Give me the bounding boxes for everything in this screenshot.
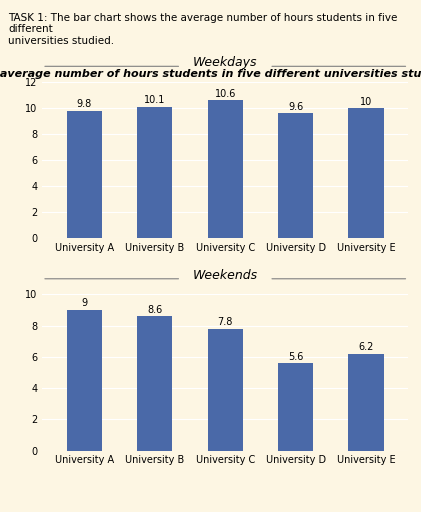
Text: 10.1: 10.1 <box>144 95 165 105</box>
Text: 8.6: 8.6 <box>147 305 163 315</box>
Text: The average number of hours students in five different universities studied: The average number of hours students in … <box>0 69 421 79</box>
Bar <box>349 354 384 451</box>
Text: 5.6: 5.6 <box>288 352 304 361</box>
Bar <box>278 363 313 451</box>
Text: Weekdays: Weekdays <box>193 56 258 70</box>
Bar <box>137 106 173 238</box>
Text: Weekends: Weekends <box>193 269 258 282</box>
Bar <box>349 108 384 238</box>
Text: 9: 9 <box>81 298 88 308</box>
Bar <box>137 316 173 451</box>
Text: 10.6: 10.6 <box>215 89 236 99</box>
Text: 9.8: 9.8 <box>77 99 92 109</box>
Text: TASK 1: The bar chart shows the average number of hours students in five differe: TASK 1: The bar chart shows the average … <box>8 13 398 46</box>
Bar <box>67 111 102 238</box>
Text: 10: 10 <box>360 97 372 106</box>
Bar <box>208 329 243 451</box>
Text: 7.8: 7.8 <box>218 317 233 327</box>
Bar <box>67 310 102 451</box>
Text: 9.6: 9.6 <box>288 102 303 112</box>
Bar <box>278 113 313 238</box>
Text: 6.2: 6.2 <box>358 342 374 352</box>
Bar <box>208 100 243 238</box>
